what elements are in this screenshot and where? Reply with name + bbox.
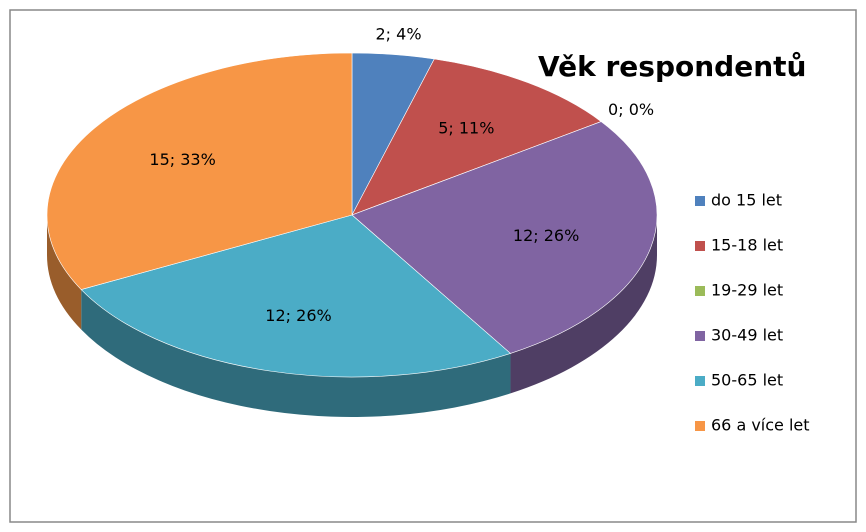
pie-side [510,215,657,394]
pie-side [47,215,82,330]
legend-label: 50-65 let [711,371,783,390]
pie-side [81,289,511,418]
pie-slice [351,121,658,354]
legend-label: 66 a více let [711,416,810,435]
data-label: 0; 0% [608,100,654,119]
legend-swatch [695,376,705,386]
data-label: 15; 33% [149,150,215,169]
legend-swatch [695,421,705,431]
data-label: 12; 26% [513,226,579,245]
legend-swatch [695,196,705,206]
pie-slice [46,52,353,290]
legend-swatch [695,331,705,341]
pie-slice [351,58,602,216]
data-label: 12; 26% [265,306,331,325]
legend-label: do 15 let [711,191,782,210]
legend-swatch [695,241,705,251]
legend-label: 19-29 let [711,281,783,300]
chart-title: Věk respondentů [538,50,806,83]
legend-swatch [695,286,705,296]
data-label: 2; 4% [375,25,421,44]
pie-slice [80,214,512,378]
legend-label: 30-49 let [711,326,783,345]
legend-label: 15-18 let [711,236,783,255]
data-label: 5; 11% [438,118,494,137]
